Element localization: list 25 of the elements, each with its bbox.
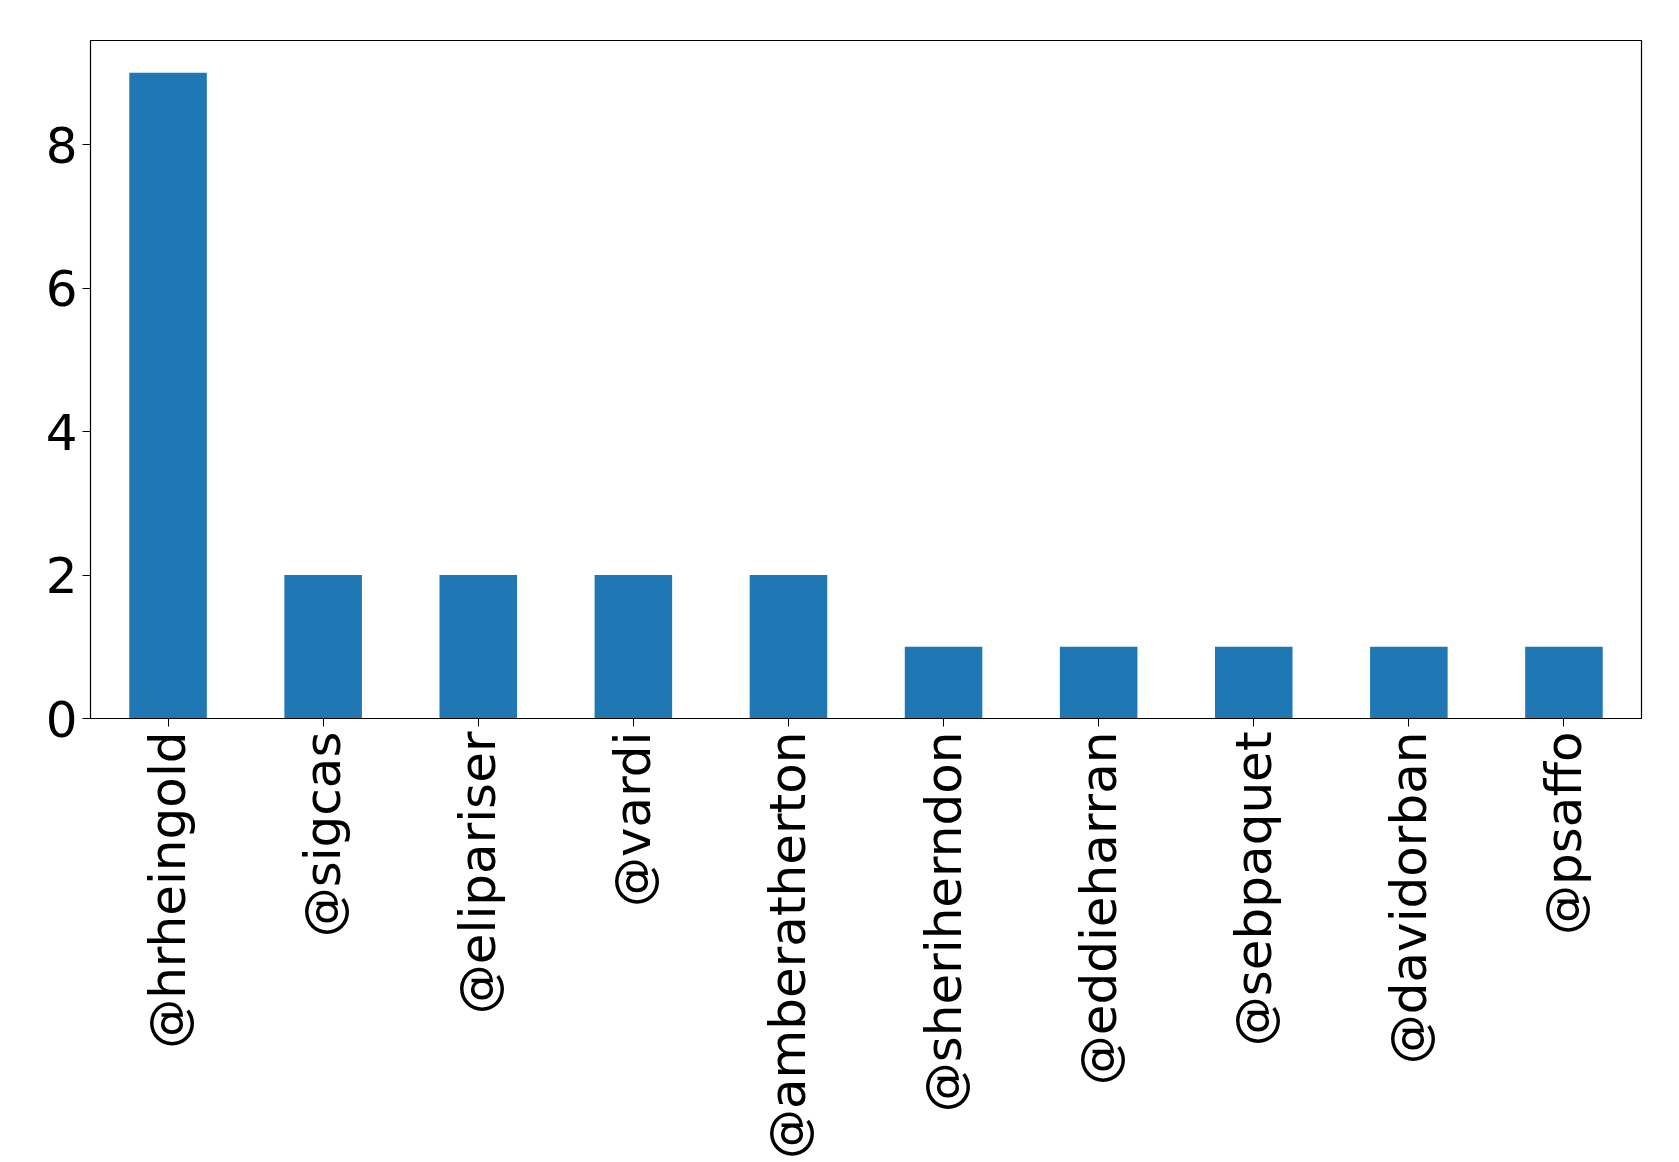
y-tick-label: 2	[45, 547, 78, 606]
x-tick-label: @davidorban	[1379, 731, 1438, 1065]
bar	[1525, 646, 1603, 719]
bar	[904, 646, 983, 719]
x-tick-label: @hrheingold	[139, 731, 198, 1049]
x-tick-label: @sigcas	[294, 731, 353, 938]
x-tick-label: @sebpaquet	[1224, 731, 1283, 1047]
x-tick-label: @psaffo	[1534, 731, 1593, 935]
bar	[129, 72, 207, 719]
bar	[1059, 646, 1138, 719]
x-tick-label: @elipariser	[449, 731, 508, 1015]
x-tick-label: @vardi	[604, 731, 663, 908]
y-tick-label: 8	[45, 116, 78, 175]
x-tick-label: @sheriherndon	[914, 731, 973, 1113]
bar	[284, 575, 362, 719]
bar	[749, 575, 828, 719]
bar	[1370, 646, 1448, 719]
y-tick-label: 6	[45, 260, 78, 319]
y-tick-label: 4	[45, 403, 78, 462]
bar	[594, 575, 673, 719]
x-tick-label: @amberatherton	[759, 731, 818, 1160]
bar	[1214, 646, 1293, 719]
bar	[439, 575, 518, 719]
y-tick-label: 0	[45, 690, 78, 749]
x-tick-label: @eddieharran	[1069, 731, 1128, 1086]
